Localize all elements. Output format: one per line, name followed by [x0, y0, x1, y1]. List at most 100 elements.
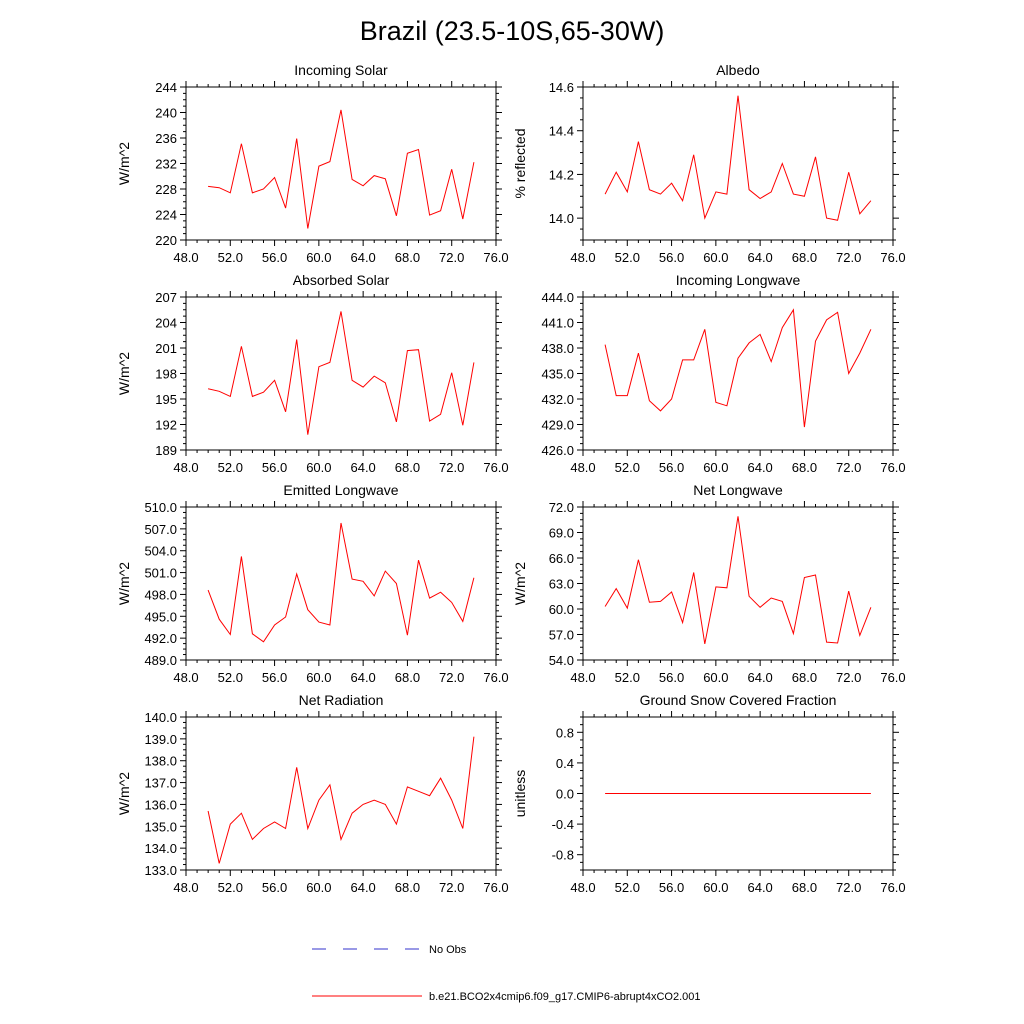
- x-tick-label: 72.0: [439, 250, 464, 265]
- y-axis-label: W/m^2: [116, 562, 132, 605]
- panel-net-longwave: 48.0 52.0 56.0 60.0 64.0 68.0 72.0 76.0 54.0 57.0…: [512, 482, 906, 685]
- x-tick-label: 64.0: [350, 250, 375, 265]
- y-tick-label: 134.0: [144, 841, 177, 856]
- y-tick-label: 435.0: [541, 367, 574, 382]
- y-tick-label: 244: [155, 80, 177, 95]
- plot-frame: [582, 296, 894, 451]
- x-tick-label: 64.0: [747, 460, 772, 475]
- y-tick-label: 204: [155, 316, 177, 331]
- series-line: [207, 522, 475, 643]
- x-tick-label: 64.0: [747, 670, 772, 685]
- y-tick-label: 438.0: [541, 341, 574, 356]
- y-tick-label: 136.0: [144, 797, 177, 812]
- x-tick-label: 52.0: [615, 880, 640, 895]
- x-tick-label: 68.0: [395, 460, 420, 475]
- y-tick-label: 207: [155, 290, 177, 305]
- x-tick-label: 52.0: [218, 670, 243, 685]
- x-tick-label: 76.0: [880, 250, 905, 265]
- x-tick-label: 56.0: [659, 250, 684, 265]
- x-tick-label: 48.0: [173, 880, 198, 895]
- series-line: [604, 95, 872, 221]
- x-tick-label: 68.0: [792, 250, 817, 265]
- y-tick-label: 54.0: [549, 653, 574, 668]
- y-axis-label: W/m^2: [512, 562, 528, 605]
- x-tick-label: 64.0: [350, 670, 375, 685]
- x-tick-label: 72.0: [836, 460, 861, 475]
- y-axis-label: W/m^2: [116, 352, 132, 395]
- y-tick-label: 72.0: [549, 500, 574, 515]
- y-tick-label: 137.0: [144, 776, 177, 791]
- plot-frame: [185, 506, 497, 661]
- plot-frame: [185, 716, 497, 871]
- panel-title: Net Longwave: [693, 482, 783, 498]
- x-tick-label: 68.0: [395, 250, 420, 265]
- y-tick-label: 426.0: [541, 443, 574, 458]
- y-tick-label: 192: [155, 418, 177, 433]
- y-tick-label: 14.0: [549, 211, 574, 226]
- x-tick-label: 52.0: [615, 250, 640, 265]
- panel-title: Emitted Longwave: [283, 482, 398, 498]
- x-tick-label: 56.0: [262, 460, 287, 475]
- panel-emitted-longwave: 48.0 52.0 56.0 60.0 64.0 68.0 72.0 76.0 489.0 492…: [116, 482, 509, 685]
- y-tick-label: 228: [155, 182, 177, 197]
- x-tick-label: 72.0: [439, 460, 464, 475]
- x-tick-label: 72.0: [836, 250, 861, 265]
- x-tick-label: 56.0: [659, 460, 684, 475]
- x-tick-label: 60.0: [306, 880, 331, 895]
- x-tick-label: 60.0: [306, 460, 331, 475]
- x-tick-label: 52.0: [218, 250, 243, 265]
- x-tick-label: 48.0: [570, 670, 595, 685]
- x-tick-label: 76.0: [880, 670, 905, 685]
- x-tick-label: 48.0: [173, 460, 198, 475]
- panel-absorbed-solar: 48.0 52.0 56.0 60.0 64.0 68.0 72.0 76.0 189 192 19…: [116, 272, 509, 475]
- x-tick-label: 72.0: [439, 880, 464, 895]
- y-tick-label: 140.0: [144, 710, 177, 725]
- x-tick-label: 72.0: [836, 670, 861, 685]
- y-tick-label: 495.0: [144, 609, 177, 624]
- y-tick-label: 63.0: [549, 577, 574, 592]
- x-tick-label: 60.0: [703, 250, 728, 265]
- y-tick-label: 0.4: [556, 756, 574, 771]
- x-tick-label: 68.0: [395, 670, 420, 685]
- panel-title: Incoming Longwave: [676, 272, 801, 288]
- y-tick-label: 133.0: [144, 863, 177, 878]
- x-tick-label: 52.0: [615, 670, 640, 685]
- x-tick-label: 52.0: [615, 460, 640, 475]
- y-tick-label: -0.8: [552, 848, 574, 863]
- x-tick-label: 64.0: [747, 250, 772, 265]
- y-tick-label: 510.0: [144, 500, 177, 515]
- series-line: [604, 516, 872, 644]
- x-tick-label: 56.0: [659, 880, 684, 895]
- series-line: [207, 311, 475, 435]
- panel-title: Ground Snow Covered Fraction: [640, 692, 837, 708]
- y-tick-label: 201: [155, 341, 177, 356]
- y-tick-label: 501.0: [144, 566, 177, 581]
- x-tick-label: 48.0: [173, 250, 198, 265]
- y-tick-label: 432.0: [541, 392, 574, 407]
- y-tick-label: 60.0: [549, 602, 574, 617]
- panel-albedo: 48.0 52.0 56.0 60.0 64.0 68.0 72.0 76.0 14.0 14.2…: [512, 62, 906, 265]
- legend-label-model: b.e21.BCO2x4cmip6.f09_g17.CMIP6-abrupt4x…: [429, 991, 701, 1003]
- y-tick-label: 441.0: [541, 316, 574, 331]
- x-tick-label: 64.0: [747, 880, 772, 895]
- series-line: [604, 308, 872, 428]
- x-tick-label: 76.0: [880, 880, 905, 895]
- x-tick-label: 76.0: [880, 460, 905, 475]
- y-tick-label: 135.0: [144, 819, 177, 834]
- y-tick-label: 14.4: [549, 124, 574, 139]
- x-tick-label: 48.0: [570, 460, 595, 475]
- y-tick-label: 504.0: [144, 544, 177, 559]
- y-tick-label: 236: [155, 131, 177, 146]
- legend-label-obs: No Obs: [429, 944, 467, 956]
- y-tick-label: 232: [155, 157, 177, 172]
- y-tick-label: 14.2: [549, 167, 574, 182]
- series-line: [207, 736, 475, 864]
- y-tick-label: 195: [155, 392, 177, 407]
- y-axis-label: unitless: [512, 770, 528, 817]
- series-line: [208, 109, 475, 229]
- y-tick-label: 444.0: [541, 290, 574, 305]
- panel-incoming-longwave: 48.0 52.0 56.0 60.0 64.0 68.0 72.0 76.0 426.0 429…: [541, 272, 905, 475]
- x-tick-label: 76.0: [483, 460, 508, 475]
- y-axis-label: W/m^2: [116, 142, 132, 185]
